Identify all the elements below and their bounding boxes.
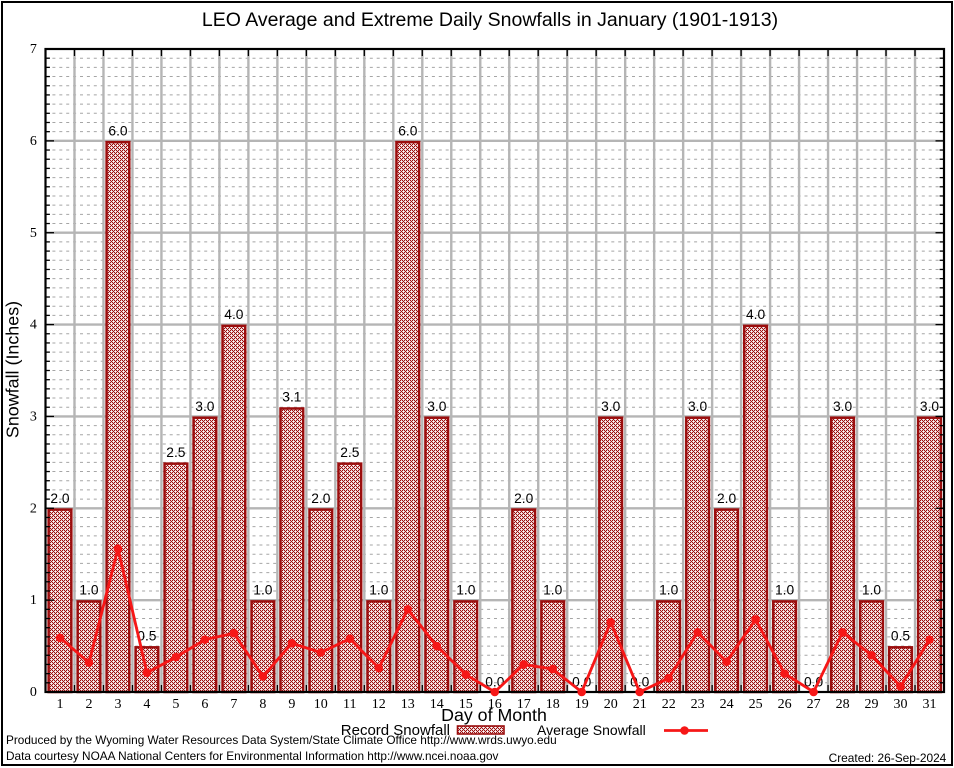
svg-text:28: 28 — [836, 697, 850, 712]
svg-text:29: 29 — [865, 697, 879, 712]
svg-text:3: 3 — [30, 410, 37, 425]
svg-text:6: 6 — [201, 697, 208, 712]
svg-text:2: 2 — [86, 697, 93, 712]
svg-text:4: 4 — [143, 697, 150, 712]
svg-text:3.0: 3.0 — [833, 399, 853, 414]
svg-text:21: 21 — [633, 697, 647, 712]
svg-text:10: 10 — [314, 697, 328, 712]
svg-text:Produced by the Wyoming Water: Produced by the Wyoming Water Resources … — [6, 733, 557, 747]
svg-text:13: 13 — [401, 697, 415, 712]
svg-text:25: 25 — [749, 697, 763, 712]
svg-text:6.0: 6.0 — [108, 123, 128, 138]
svg-text:3.1: 3.1 — [282, 390, 301, 405]
svg-text:1: 1 — [30, 593, 37, 608]
svg-text:3.0: 3.0 — [195, 399, 215, 414]
svg-text:4: 4 — [30, 318, 37, 333]
svg-text:2.5: 2.5 — [340, 445, 360, 460]
svg-text:14: 14 — [430, 697, 444, 712]
svg-text:6.0: 6.0 — [398, 123, 418, 138]
svg-text:24: 24 — [720, 697, 734, 712]
svg-text:17: 17 — [517, 697, 531, 712]
svg-text:3.0: 3.0 — [920, 399, 940, 414]
svg-text:1.0: 1.0 — [369, 583, 389, 598]
svg-text:30: 30 — [894, 697, 908, 712]
svg-text:1: 1 — [57, 697, 64, 712]
svg-text:4.0: 4.0 — [224, 307, 244, 322]
svg-text:Day of Month: Day of Month — [441, 705, 547, 725]
svg-text:Average Snowfall: Average Snowfall — [537, 722, 646, 738]
svg-text:LEO Average and Extreme Daily: LEO Average and Extreme Daily Snowfalls … — [202, 9, 778, 31]
svg-text:18: 18 — [546, 697, 560, 712]
svg-text:16: 16 — [488, 697, 502, 712]
svg-text:1.0: 1.0 — [253, 583, 273, 598]
svg-text:2.0: 2.0 — [514, 491, 534, 506]
svg-text:12: 12 — [372, 697, 386, 712]
svg-text:22: 22 — [662, 697, 676, 712]
svg-text:Record Snowfall: Record Snowfall — [341, 722, 450, 739]
svg-text:2.5: 2.5 — [166, 445, 186, 460]
svg-text:1.0: 1.0 — [862, 583, 882, 598]
svg-text:0.5: 0.5 — [137, 629, 157, 644]
svg-text:1.0: 1.0 — [659, 583, 679, 598]
svg-text:23: 23 — [691, 697, 705, 712]
svg-text:5: 5 — [172, 697, 179, 712]
svg-text:3.0: 3.0 — [601, 399, 621, 414]
svg-text:4.0: 4.0 — [746, 307, 766, 322]
svg-text:0.0: 0.0 — [804, 675, 824, 690]
svg-text:15: 15 — [459, 697, 473, 712]
svg-text:19: 19 — [575, 697, 589, 712]
svg-text:20: 20 — [604, 697, 618, 712]
svg-text:7: 7 — [30, 42, 37, 57]
svg-text:Snowfall (Inches): Snowfall (Inches) — [3, 301, 23, 438]
svg-text:27: 27 — [807, 697, 821, 712]
svg-text:3.0: 3.0 — [688, 399, 708, 414]
svg-text:5: 5 — [30, 226, 37, 241]
svg-text:3.0: 3.0 — [427, 399, 447, 414]
svg-text:2.0: 2.0 — [717, 491, 737, 506]
svg-text:31: 31 — [923, 697, 937, 712]
svg-text:8: 8 — [259, 697, 266, 712]
svg-text:0.5: 0.5 — [891, 629, 911, 644]
svg-text:6: 6 — [30, 134, 37, 149]
svg-text:3: 3 — [115, 697, 122, 712]
svg-text:1.0: 1.0 — [456, 583, 476, 598]
svg-text:11: 11 — [343, 697, 356, 712]
svg-text:26: 26 — [778, 697, 792, 712]
svg-text:2: 2 — [30, 501, 37, 516]
svg-text:Data courtesy NOAA National Ce: Data courtesy NOAA National Centers for … — [6, 749, 499, 763]
svg-text:7: 7 — [230, 697, 237, 712]
svg-text:0: 0 — [30, 685, 37, 700]
svg-text:1.0: 1.0 — [543, 583, 563, 598]
svg-text:2.0: 2.0 — [311, 491, 331, 506]
svg-text:1.0: 1.0 — [775, 583, 795, 598]
svg-text:1.0: 1.0 — [79, 583, 99, 598]
svg-text:9: 9 — [288, 697, 295, 712]
svg-text:2.0: 2.0 — [50, 491, 70, 506]
svg-text:Created: 26-Sep-2024: Created: 26-Sep-2024 — [829, 751, 947, 765]
